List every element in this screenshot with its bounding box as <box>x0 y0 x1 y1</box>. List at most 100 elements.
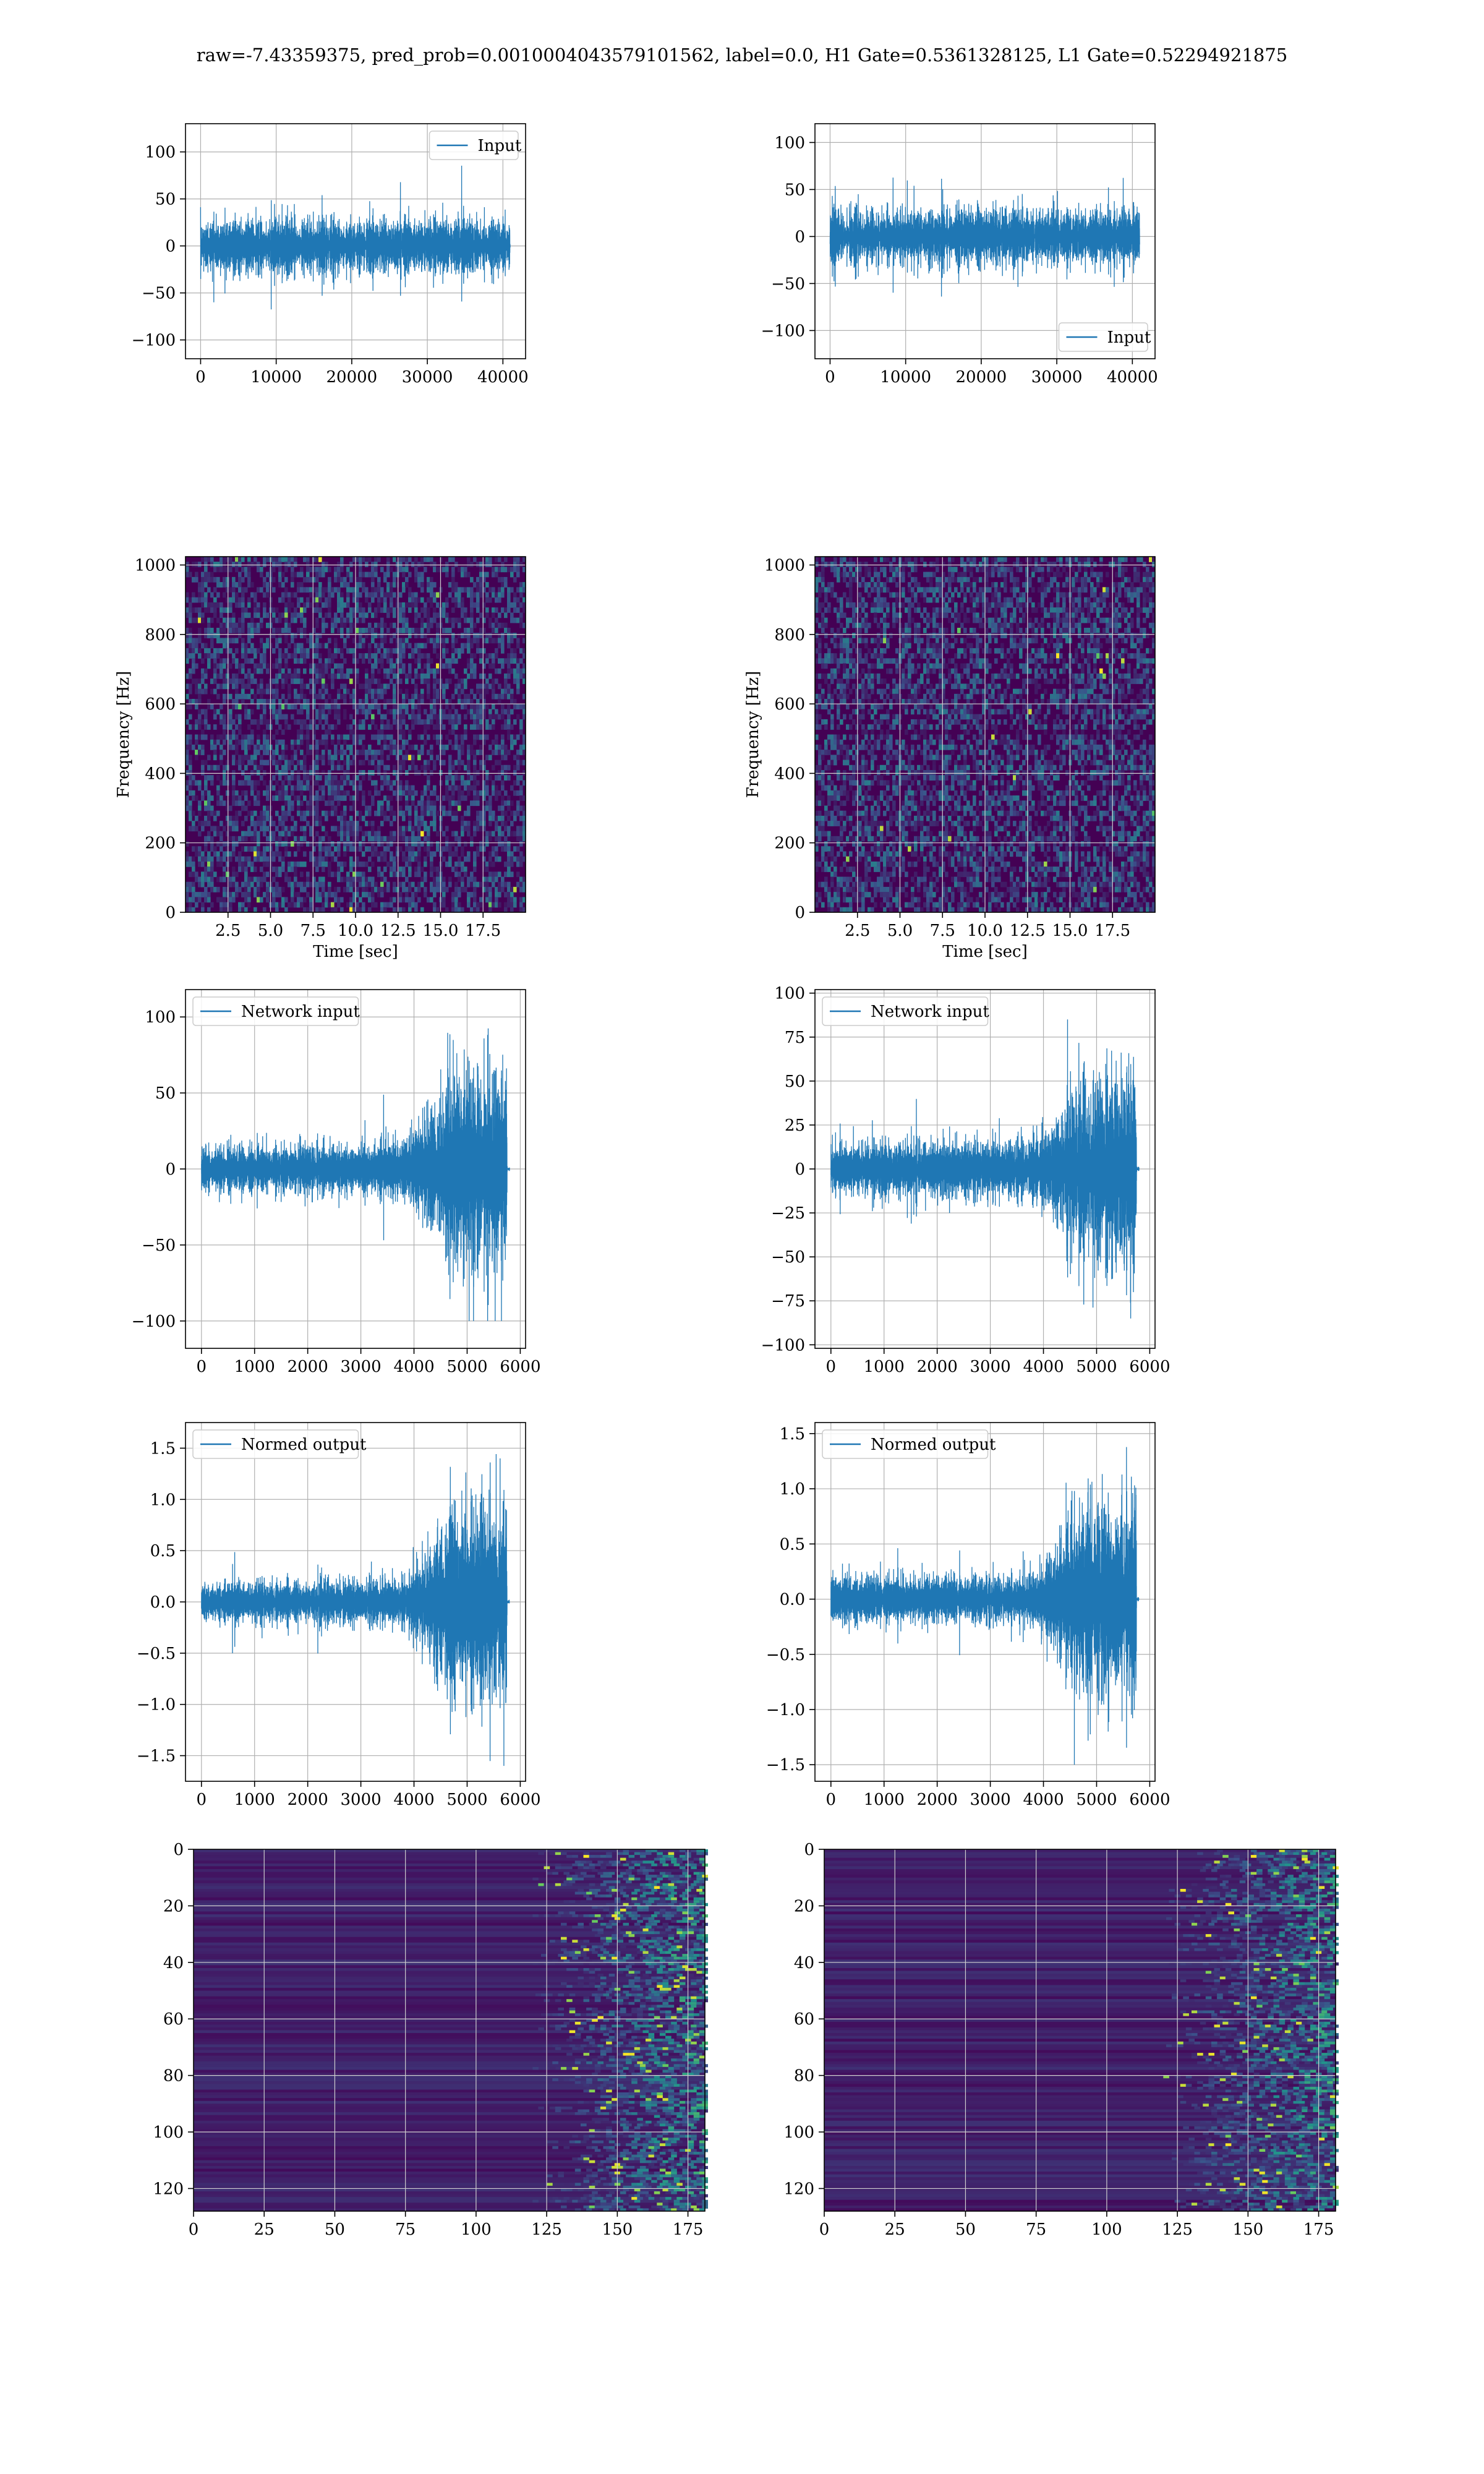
heatmap-cell <box>482 846 486 852</box>
heatmap-cell <box>315 760 319 766</box>
heatmap-cell <box>371 734 375 740</box>
heatmap-cell <box>843 571 846 578</box>
heatmap-cell <box>216 653 220 659</box>
heatmap-cell <box>414 805 418 811</box>
heatmap-cell <box>216 790 220 796</box>
heatmap-cell <box>516 760 520 766</box>
heatmap-cell <box>374 658 378 664</box>
heatmap-cell <box>374 663 378 669</box>
heatmap-cell <box>408 653 412 659</box>
heatmap-cell <box>1143 562 1146 567</box>
heatmap-cell <box>226 576 229 583</box>
heatmap-cell <box>359 628 362 633</box>
heatmap-cell <box>408 846 412 852</box>
heatmap-cell <box>238 602 242 608</box>
heatmap-cell <box>396 571 399 578</box>
heatmap-cell <box>414 688 418 695</box>
heatmap-cell <box>979 562 983 567</box>
heatmap-cell <box>325 775 328 781</box>
heatmap-cell <box>461 612 464 618</box>
heatmap-cell <box>504 902 508 908</box>
y-axis-label: Frequency [Hz] <box>114 671 133 798</box>
heatmap-cell <box>359 881 362 888</box>
heatmap-cell <box>349 612 353 618</box>
heatmap-cell <box>349 881 353 888</box>
heatmap-cell <box>495 571 498 578</box>
heatmap-cell <box>868 592 871 598</box>
heatmap-cell <box>488 800 492 807</box>
heatmap-cell <box>399 719 403 725</box>
heatmap-cell <box>210 678 214 684</box>
heatmap-cell <box>257 815 260 821</box>
heatmap-cell <box>278 815 282 821</box>
heatmap-cell <box>371 678 375 684</box>
heatmap-cell <box>479 633 483 638</box>
heatmap-cell <box>1146 571 1149 578</box>
heatmap-cell <box>495 902 498 908</box>
heatmap-cell <box>328 592 331 598</box>
heatmap-cell <box>1075 576 1078 583</box>
heatmap-cell <box>445 734 449 740</box>
heatmap-cell <box>982 557 986 562</box>
heatmap-cell <box>436 755 440 761</box>
heatmap-cell <box>337 897 341 903</box>
x-tick-label: 40000 <box>477 368 529 387</box>
heatmap-cell <box>352 785 356 791</box>
heatmap-cell <box>220 836 223 842</box>
heatmap-cell <box>516 846 520 852</box>
heatmap-cell <box>325 643 328 649</box>
heatmap-cell <box>495 693 498 700</box>
heatmap-cell <box>192 790 195 796</box>
heatmap-cell <box>818 576 822 583</box>
heatmap-cell <box>303 683 307 690</box>
heatmap-cell <box>840 557 843 562</box>
heatmap-cell <box>241 602 245 608</box>
heatmap-cell <box>238 628 242 633</box>
heatmap-cell <box>979 592 983 598</box>
heatmap-cell <box>1072 582 1075 588</box>
heatmap-cell <box>288 841 291 847</box>
heatmap-cell <box>1140 557 1143 562</box>
heatmap-cell <box>331 760 335 766</box>
heatmap-cell <box>334 643 338 649</box>
heatmap-cell <box>266 582 270 588</box>
heatmap-cell <box>507 597 511 603</box>
heatmap-cell <box>1133 576 1137 583</box>
heatmap-cell <box>186 750 189 755</box>
heatmap-cell <box>207 648 211 654</box>
heatmap-cell <box>522 607 526 613</box>
heatmap-cell <box>232 587 236 593</box>
heatmap-cell <box>220 780 223 786</box>
heatmap-cell <box>300 709 304 715</box>
heatmap-cell <box>470 876 474 883</box>
heatmap-cell <box>1149 602 1153 608</box>
heatmap-cell <box>254 557 257 562</box>
heatmap-cell <box>247 668 251 674</box>
heatmap-cell <box>405 693 409 700</box>
heatmap-cell <box>210 643 214 649</box>
heatmap-cell <box>371 571 375 578</box>
heatmap-cell <box>343 815 347 821</box>
heatmap-cell <box>328 658 331 664</box>
heatmap-cell <box>1130 597 1134 603</box>
heatmap-cell <box>507 668 511 674</box>
heatmap-cell <box>359 907 362 913</box>
heatmap-cell <box>473 876 477 883</box>
heatmap-cell <box>247 683 251 690</box>
heatmap-cell <box>461 846 464 852</box>
heatmap-cell <box>461 587 464 593</box>
heatmap-cell <box>414 673 418 679</box>
heatmap-cell <box>229 856 232 862</box>
heatmap-cell <box>424 557 427 562</box>
heatmap-cell <box>226 790 229 796</box>
heatmap-cell <box>235 597 239 603</box>
heatmap-cell <box>1102 587 1106 593</box>
heatmap-cell <box>433 699 437 704</box>
heatmap-cell <box>408 881 412 888</box>
heatmap-cell <box>390 633 393 638</box>
heatmap-cell <box>386 800 390 807</box>
heatmap-cell <box>281 867 285 872</box>
heatmap-cell <box>207 775 211 781</box>
heatmap-cell <box>402 790 406 796</box>
heatmap-cell <box>272 755 276 761</box>
